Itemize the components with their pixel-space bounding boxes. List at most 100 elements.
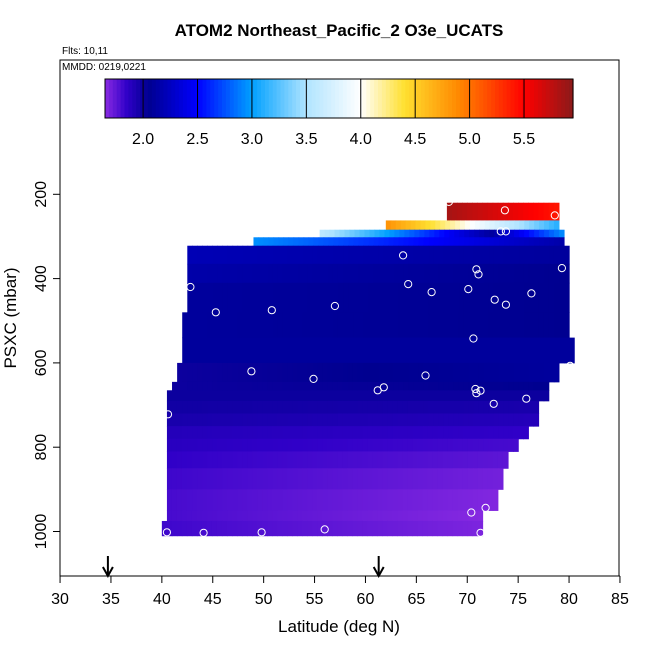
x-tick-label: 45 xyxy=(204,591,222,608)
heatmap-cell xyxy=(462,202,468,221)
heatmap-cell xyxy=(488,312,495,339)
colorbar-segment xyxy=(378,79,383,118)
heatmap-cell xyxy=(277,520,283,537)
heatmap-cell xyxy=(523,426,529,440)
heatmap-cell xyxy=(494,229,500,238)
heatmap-cell xyxy=(257,245,264,265)
heatmap-cell xyxy=(473,312,480,339)
heatmap-cell xyxy=(433,362,439,383)
heatmap-cell xyxy=(428,400,434,414)
heatmap-cell xyxy=(187,312,193,339)
colorbar-segment xyxy=(140,79,145,118)
heatmap-cell xyxy=(377,400,384,414)
heatmap-cell xyxy=(277,400,284,414)
heatmap-cell xyxy=(267,426,273,440)
heatmap-cell xyxy=(322,426,329,440)
heatmap-cell xyxy=(206,520,213,537)
heatmap-cell xyxy=(523,362,530,383)
heatmap-cell xyxy=(513,312,520,339)
heatmap-cell xyxy=(237,438,243,452)
heatmap-cell xyxy=(322,282,329,313)
heatmap-cell xyxy=(267,245,274,265)
colorbar-segment xyxy=(362,79,367,118)
heatmap-cell xyxy=(357,438,364,452)
heatmap-cell xyxy=(302,400,309,414)
heatmap-cell xyxy=(392,390,399,402)
heatmap-cell xyxy=(317,451,324,469)
heatmap-cell xyxy=(192,451,198,469)
heatmap-cell xyxy=(448,390,454,402)
heatmap-cell xyxy=(237,245,244,265)
heatmap-cell xyxy=(237,426,243,440)
heatmap-cell xyxy=(473,400,479,414)
sample-point xyxy=(427,288,436,297)
heatmap-cell xyxy=(433,245,440,265)
heatmap-cell xyxy=(393,362,399,383)
heatmap-cell xyxy=(387,413,394,427)
heatmap-cell xyxy=(352,451,359,469)
heatmap-cell xyxy=(207,245,214,265)
heatmap-cell xyxy=(373,362,379,383)
heatmap-cell xyxy=(430,220,436,231)
heatmap-cell xyxy=(393,282,399,313)
heatmap-cell xyxy=(397,438,404,452)
heatmap-cell xyxy=(387,468,394,490)
heatmap-cell xyxy=(383,362,389,383)
heatmap-cell xyxy=(462,451,469,469)
heatmap-cell xyxy=(408,263,414,284)
heatmap-cell xyxy=(237,337,244,364)
heatmap-cell xyxy=(337,510,343,522)
heatmap-cell xyxy=(317,245,324,265)
heatmap-cell xyxy=(433,263,440,284)
heatmap-cell xyxy=(302,451,308,469)
colorbar-segment xyxy=(491,79,496,118)
heatmap-cell xyxy=(528,245,535,265)
heatmap-cell xyxy=(187,337,193,364)
heatmap-cell xyxy=(418,381,424,391)
heatmap-cell xyxy=(444,229,450,238)
heatmap-cell xyxy=(367,438,374,452)
heatmap-cell xyxy=(472,468,479,490)
heatmap-cell xyxy=(182,312,188,339)
heatmap-cell xyxy=(232,451,238,469)
colorbar-segment xyxy=(288,79,293,118)
heatmap-cell xyxy=(538,245,545,265)
heatmap-cell xyxy=(176,413,183,427)
heatmap-cell xyxy=(197,337,203,364)
colorbar-segment xyxy=(307,79,313,118)
heatmap-cell xyxy=(337,489,343,511)
heatmap-cell xyxy=(433,381,439,391)
heatmap-cell xyxy=(171,468,178,490)
heatmap-cell xyxy=(553,312,560,339)
heatmap-cell xyxy=(292,362,299,383)
heatmap-cell xyxy=(232,337,239,364)
colorbar-segment xyxy=(296,79,301,118)
heatmap-cell xyxy=(317,312,324,339)
heatmap-cell xyxy=(212,337,218,364)
heatmap-cell xyxy=(287,400,294,414)
chart-title: ATOM2 Northeast_Pacific_2 O3e_UCATS xyxy=(175,21,504,40)
heatmap-cell xyxy=(347,438,354,452)
heatmap-cell xyxy=(468,400,474,414)
heatmap-cell xyxy=(302,381,309,391)
heatmap-cell xyxy=(237,451,243,469)
heatmap-cell xyxy=(425,220,431,231)
heatmap-cell xyxy=(397,468,404,490)
heatmap-cell xyxy=(534,229,540,238)
heatmap-cell xyxy=(472,451,479,469)
heatmap-cell xyxy=(267,413,273,427)
heatmap-cell xyxy=(292,390,299,402)
sample-point xyxy=(557,264,567,273)
y-tick-label: 200 xyxy=(33,181,50,208)
heatmap-cell xyxy=(483,312,490,339)
heatmap-cell xyxy=(227,312,234,339)
heatmap-cell xyxy=(312,390,319,402)
heatmap-cell xyxy=(382,438,389,452)
heatmap-cell xyxy=(432,510,439,522)
sample-point xyxy=(481,503,490,512)
heatmap-cell xyxy=(367,520,373,537)
heatmap-cell xyxy=(312,468,318,490)
heatmap-cell xyxy=(518,312,525,339)
heatmap-cell xyxy=(267,312,274,339)
heatmap-cell xyxy=(404,229,410,238)
